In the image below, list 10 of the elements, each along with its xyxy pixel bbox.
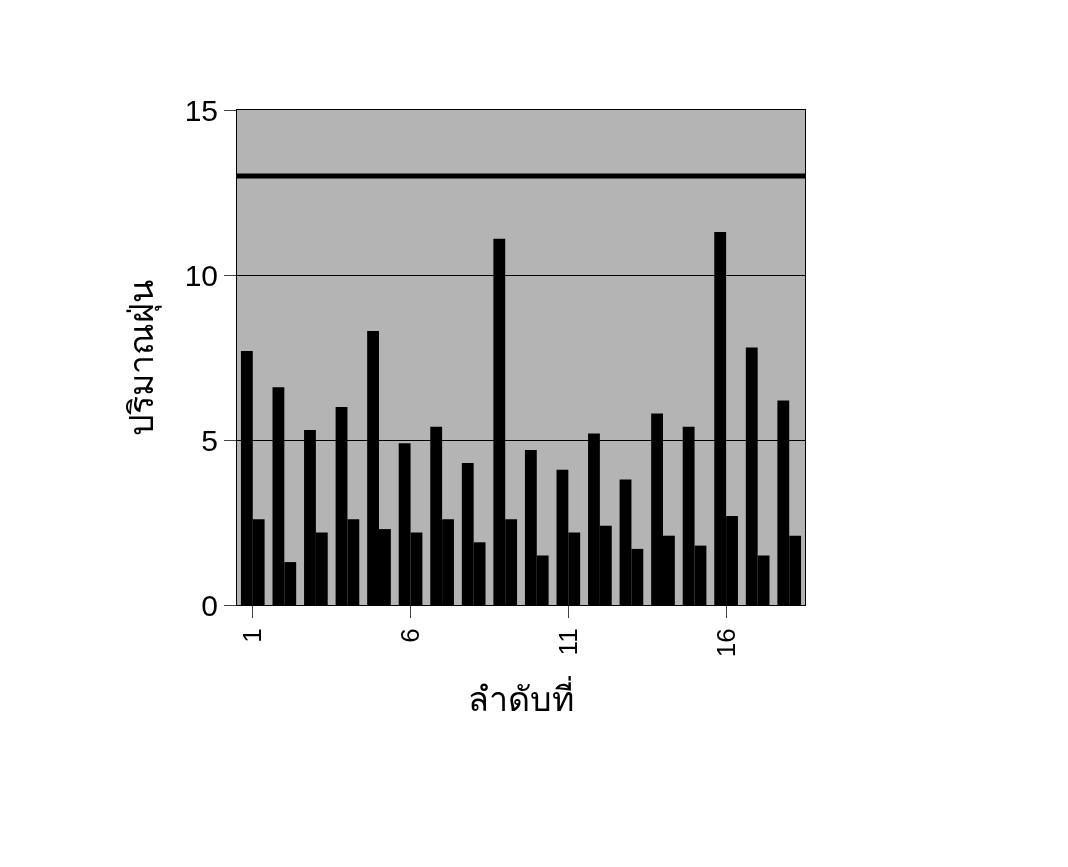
y-tick-label: 0 [201, 588, 218, 622]
x-tick-label: 1 [237, 628, 268, 643]
x-tick-label: 16 [710, 628, 741, 658]
x-tick-label: 11 [552, 628, 583, 656]
y-tick-label: 15 [184, 93, 218, 127]
y-tick-label: 5 [201, 423, 218, 457]
y-tick-label: 10 [184, 258, 218, 292]
x-tick-label: 6 [395, 628, 426, 643]
y-axis-title: ปริมาณฝุ่น [121, 279, 163, 436]
x-axis-title: ลำดับที่ [468, 675, 574, 719]
